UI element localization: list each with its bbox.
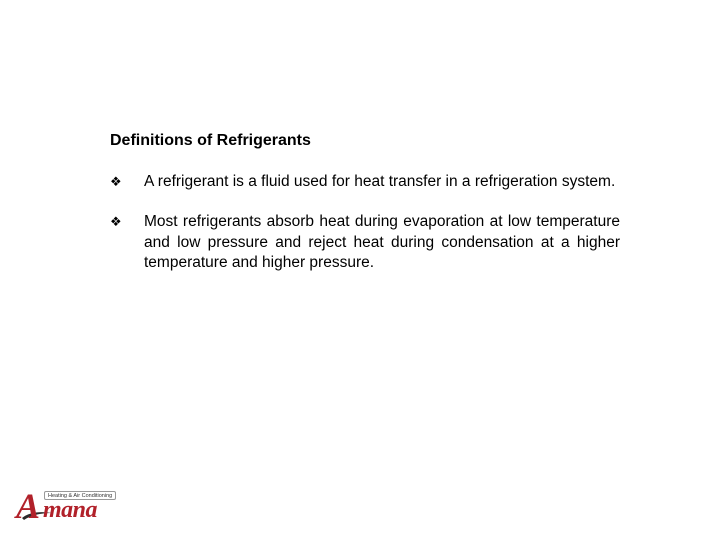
logo-wordmark-rest: mana (43, 498, 97, 522)
bullet-item: ❖ Most refrigerants absorb heat during e… (110, 212, 620, 273)
content-area: Definitions of Refrigerants ❖ A refriger… (110, 132, 620, 294)
slide: Definitions of Refrigerants ❖ A refriger… (0, 0, 720, 540)
diamond-bullet-icon: ❖ (110, 172, 144, 188)
bullet-text: A refrigerant is a fluid used for heat t… (144, 172, 620, 192)
logo-initial: A (16, 488, 40, 524)
diamond-bullet-icon: ❖ (110, 212, 144, 228)
logo-wrap: A Heating & Air Conditioning mana (16, 490, 136, 524)
brand-logo: A Heating & Air Conditioning mana (16, 490, 136, 524)
bullet-text: Most refrigerants absorb heat during eva… (144, 212, 620, 273)
bullet-item: ❖ A refrigerant is a fluid used for heat… (110, 172, 620, 192)
slide-title: Definitions of Refrigerants (110, 132, 620, 150)
